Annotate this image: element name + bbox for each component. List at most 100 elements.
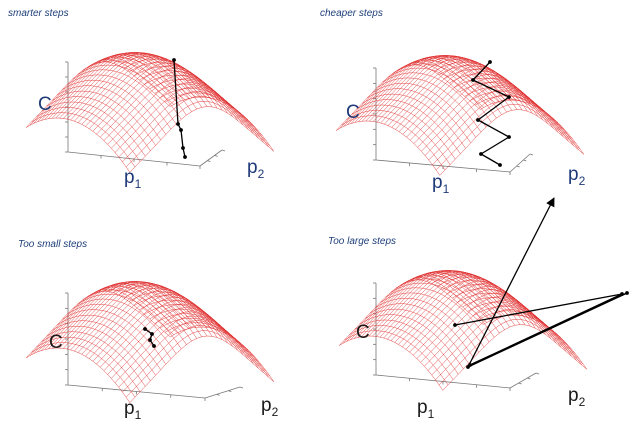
axis-p2-tick xyxy=(239,386,244,389)
mesh-line xyxy=(129,335,274,403)
mesh-line xyxy=(164,92,269,148)
axis-label-c: C xyxy=(356,322,370,343)
panel-too-small-steps: Too small steps C p1 p2 xyxy=(0,225,320,440)
mesh-line xyxy=(56,85,161,141)
mesh-line xyxy=(67,303,172,359)
mesh-line xyxy=(111,311,256,379)
step-line xyxy=(467,292,628,368)
cost-surface-mesh xyxy=(26,281,275,403)
mesh-line xyxy=(347,58,492,125)
axis-p2-tick xyxy=(523,159,527,162)
mesh-line xyxy=(123,58,228,114)
axis-p2-tick xyxy=(529,153,534,156)
caption-smarter-steps: smarter steps xyxy=(8,8,69,19)
descent-path xyxy=(143,327,156,348)
panel-cheaper-steps: cheaper steps C p1 p2 xyxy=(320,0,639,215)
axis-p2-tick xyxy=(216,393,220,396)
mesh-line xyxy=(459,82,564,137)
cost-surface-mesh xyxy=(336,55,585,176)
mesh-line xyxy=(387,67,492,123)
axis-p2-line xyxy=(509,153,531,173)
step-point xyxy=(179,128,183,132)
step-point xyxy=(143,327,147,331)
step-line xyxy=(472,61,491,81)
mesh-line xyxy=(408,55,513,111)
mesh-line xyxy=(400,275,505,330)
step-point xyxy=(148,338,152,342)
mesh-line xyxy=(377,77,482,133)
axis-label-p1: p1 xyxy=(124,398,142,422)
step-point xyxy=(620,292,624,296)
mesh-line xyxy=(56,314,161,370)
mesh-line xyxy=(474,95,579,151)
axis-p2-tick xyxy=(207,160,211,163)
mesh-line xyxy=(351,104,456,160)
mesh-line xyxy=(77,294,182,350)
mesh-line xyxy=(395,278,500,334)
mesh-line xyxy=(67,74,172,130)
mesh-line xyxy=(480,99,585,155)
step-point xyxy=(150,332,154,336)
mesh-line xyxy=(344,330,449,386)
mesh-line xyxy=(26,290,171,359)
mesh-line xyxy=(428,94,573,161)
mesh-line xyxy=(26,117,131,173)
mesh-line xyxy=(46,96,151,151)
step-point xyxy=(476,118,480,122)
mesh-line xyxy=(349,325,454,380)
mesh-line xyxy=(472,306,577,361)
mesh-line xyxy=(359,314,464,369)
mesh-line xyxy=(411,270,516,326)
step-point xyxy=(172,58,176,62)
axis-label-p2: p2 xyxy=(568,164,586,188)
mesh-line xyxy=(66,53,212,120)
mesh-line xyxy=(341,115,446,171)
mesh-line xyxy=(72,298,177,354)
axes xyxy=(373,67,534,175)
mesh-line xyxy=(398,65,544,132)
mesh-line xyxy=(88,62,234,129)
axis-p2-tick xyxy=(228,390,232,393)
caption-too-small-steps: Too small steps xyxy=(18,239,88,250)
descent-path xyxy=(453,197,629,369)
mesh-line xyxy=(436,276,541,332)
mesh-line xyxy=(118,91,263,158)
mesh-line xyxy=(51,320,156,376)
step-line xyxy=(467,197,555,368)
step-line xyxy=(480,136,510,155)
mesh-line xyxy=(372,82,477,138)
mesh-line xyxy=(62,309,167,365)
mesh-line xyxy=(107,78,252,145)
step-point xyxy=(471,78,475,82)
mesh-line xyxy=(37,55,182,122)
mesh-line xyxy=(31,112,136,168)
mesh-line xyxy=(92,65,237,132)
axis-label-c: C xyxy=(49,332,63,353)
step-point xyxy=(181,146,185,150)
step-point xyxy=(183,155,187,159)
axis-p2-line xyxy=(204,386,241,399)
step-line xyxy=(180,129,184,149)
mesh-line xyxy=(420,296,565,363)
mesh-line xyxy=(118,284,223,340)
step-point xyxy=(507,135,511,139)
axis-p2-tick xyxy=(221,149,226,152)
axis-p2-tick xyxy=(535,372,540,375)
mesh-line xyxy=(36,107,141,162)
surface-plot-too-small: C p1 p2 xyxy=(26,281,279,422)
mesh-line xyxy=(444,69,549,124)
mesh-line xyxy=(431,273,536,329)
mesh-line xyxy=(51,90,156,146)
mesh-line xyxy=(447,284,552,339)
mesh-line xyxy=(128,291,233,347)
mesh-line xyxy=(428,58,533,114)
mesh-line xyxy=(72,69,177,125)
mesh-line xyxy=(346,110,451,165)
axes xyxy=(65,61,226,169)
mesh-line xyxy=(87,286,192,342)
mesh-line xyxy=(421,85,566,152)
mesh-line xyxy=(62,79,167,135)
mesh-line xyxy=(354,319,459,375)
caption-too-large-steps: Too large steps xyxy=(328,236,397,247)
mesh-line xyxy=(103,281,208,337)
